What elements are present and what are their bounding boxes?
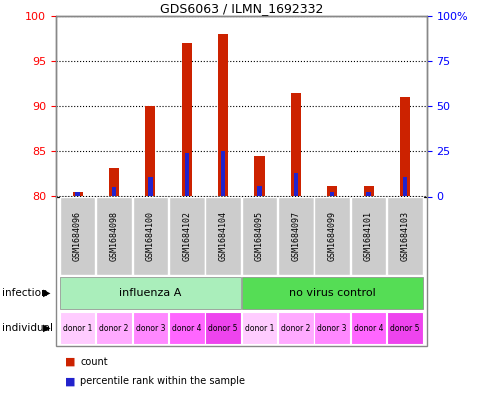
Bar bbox=[60, 196, 95, 275]
Bar bbox=[168, 312, 204, 344]
Text: donor 1: donor 1 bbox=[244, 324, 273, 332]
Text: GSM1684099: GSM1684099 bbox=[327, 211, 336, 261]
Text: GSM1684101: GSM1684101 bbox=[363, 211, 372, 261]
Text: GSM1684104: GSM1684104 bbox=[218, 211, 227, 261]
Text: ▶: ▶ bbox=[44, 323, 51, 333]
Bar bbox=[399, 97, 409, 196]
Bar bbox=[350, 312, 386, 344]
Bar bbox=[326, 185, 336, 196]
Text: no virus control: no virus control bbox=[288, 288, 375, 298]
Bar bbox=[241, 196, 277, 275]
Text: donor 3: donor 3 bbox=[317, 324, 346, 332]
Bar bbox=[205, 196, 241, 275]
Bar bbox=[386, 312, 422, 344]
Text: count: count bbox=[80, 356, 107, 367]
Text: GSM1684102: GSM1684102 bbox=[182, 211, 191, 261]
Bar bbox=[290, 92, 300, 196]
Bar bbox=[257, 185, 261, 196]
Bar bbox=[108, 167, 119, 196]
Bar bbox=[145, 106, 155, 196]
Text: GSM1684096: GSM1684096 bbox=[73, 211, 82, 261]
Bar bbox=[96, 196, 132, 275]
Bar bbox=[148, 176, 152, 196]
Text: donor 3: donor 3 bbox=[136, 324, 165, 332]
Bar bbox=[132, 312, 168, 344]
Text: GSM1684103: GSM1684103 bbox=[400, 211, 408, 261]
Bar bbox=[111, 187, 116, 196]
Bar bbox=[293, 173, 297, 196]
Bar bbox=[168, 196, 204, 275]
Bar bbox=[350, 196, 386, 275]
Bar bbox=[254, 156, 264, 196]
Text: GSM1684098: GSM1684098 bbox=[109, 211, 118, 261]
Text: percentile rank within the sample: percentile rank within the sample bbox=[80, 376, 244, 386]
Text: donor 5: donor 5 bbox=[390, 324, 419, 332]
Text: donor 4: donor 4 bbox=[353, 324, 382, 332]
Bar bbox=[314, 312, 349, 344]
Text: ▶: ▶ bbox=[44, 288, 51, 298]
Bar bbox=[75, 192, 79, 196]
Bar bbox=[314, 196, 349, 275]
Text: ■: ■ bbox=[65, 356, 76, 367]
Title: GDS6063 / ILMN_1692332: GDS6063 / ILMN_1692332 bbox=[159, 2, 322, 15]
Bar bbox=[132, 196, 168, 275]
Text: donor 4: donor 4 bbox=[172, 324, 201, 332]
Text: donor 1: donor 1 bbox=[63, 324, 92, 332]
Text: donor 2: donor 2 bbox=[99, 324, 128, 332]
Bar bbox=[184, 153, 189, 196]
Bar bbox=[60, 277, 241, 309]
Bar bbox=[60, 312, 95, 344]
Text: influenza A: influenza A bbox=[119, 288, 181, 298]
Bar bbox=[277, 196, 313, 275]
Text: donor 2: donor 2 bbox=[281, 324, 310, 332]
Text: individual: individual bbox=[2, 323, 53, 333]
Text: donor 5: donor 5 bbox=[208, 324, 237, 332]
Text: ■: ■ bbox=[65, 376, 76, 386]
Bar bbox=[363, 185, 373, 196]
Text: GSM1684095: GSM1684095 bbox=[255, 211, 263, 261]
Bar bbox=[402, 176, 406, 196]
Bar bbox=[366, 192, 370, 196]
Bar bbox=[205, 312, 241, 344]
Text: GSM1684097: GSM1684097 bbox=[291, 211, 300, 261]
Bar bbox=[277, 312, 313, 344]
Bar bbox=[241, 277, 422, 309]
Bar bbox=[73, 192, 82, 196]
Bar bbox=[96, 312, 132, 344]
Bar bbox=[221, 151, 225, 196]
Text: infection: infection bbox=[2, 288, 48, 298]
Bar bbox=[218, 34, 228, 197]
Bar bbox=[241, 312, 277, 344]
Bar bbox=[386, 196, 422, 275]
Text: GSM1684100: GSM1684100 bbox=[146, 211, 154, 261]
Bar bbox=[330, 192, 334, 196]
Bar bbox=[181, 43, 192, 196]
